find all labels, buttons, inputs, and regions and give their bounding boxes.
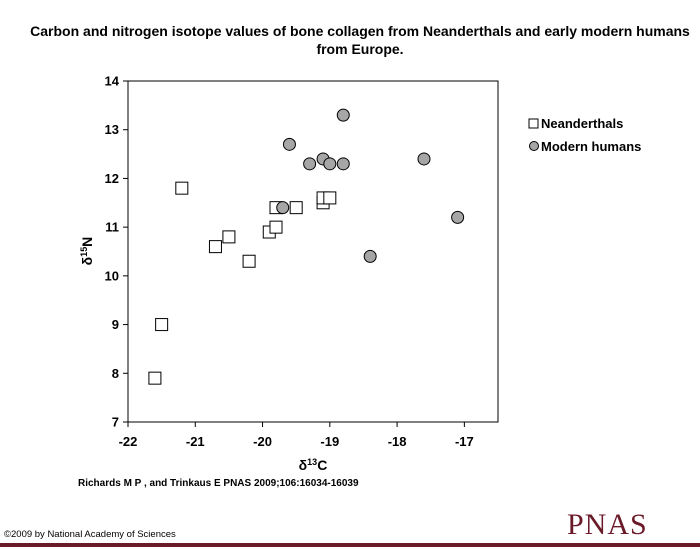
copyright: ©2009 by National Academy of Sciences <box>4 529 176 540</box>
point-neanderthals <box>269 220 283 234</box>
x-tick-label: -22 <box>119 434 138 449</box>
y-axis: 7 8 9 10 11 12 13 14 <box>105 74 128 430</box>
point-modern-humans <box>363 249 377 263</box>
x-axis: -22 -21 -20 -19 -18 -17 <box>119 422 474 449</box>
x-tick-label: -21 <box>186 434 205 449</box>
x-axis-title: δ13C <box>299 457 328 473</box>
point-neanderthals <box>323 191 337 205</box>
y-axis-title-rest: N <box>79 237 95 247</box>
y-tick-label: 8 <box>112 366 119 381</box>
legend-marker-modern-humans <box>529 141 539 151</box>
point-modern-humans <box>276 201 290 215</box>
legend-label-modern-humans: Modern humans <box>541 139 641 154</box>
point-neanderthals <box>242 254 256 268</box>
y-tick-label: 13 <box>105 122 119 137</box>
x-tick-label: -19 <box>320 434 339 449</box>
point-neanderthals <box>175 181 189 195</box>
x-axis-title-base: δ <box>299 457 308 473</box>
legend: Neanderthals Modern humans <box>528 116 641 154</box>
x-tick-label: -18 <box>388 434 407 449</box>
legend-marker-neanderthals <box>528 118 539 129</box>
y-axis-title-base: δ <box>79 257 95 266</box>
x-tick-label: -17 <box>455 434 474 449</box>
point-neanderthals <box>155 318 169 332</box>
point-modern-humans <box>417 152 431 166</box>
y-tick-label: 14 <box>105 74 120 89</box>
point-modern-humans <box>336 108 350 122</box>
point-neanderthals <box>208 240 222 254</box>
pnas-logo: PNAS <box>567 508 648 541</box>
x-tick-label: -20 <box>253 434 272 449</box>
x-axis-title-rest: C <box>317 457 327 473</box>
point-modern-humans <box>303 157 317 171</box>
citation: Richards M P , and Trinkaus E PNAS 2009;… <box>78 478 359 489</box>
chart-title: Carbon and nitrogen isotope values of bo… <box>30 23 690 57</box>
y-tick-label: 11 <box>105 220 119 235</box>
point-neanderthals <box>289 201 303 215</box>
point-neanderthals <box>222 230 236 244</box>
legend-label-neanderthals: Neanderthals <box>541 116 623 131</box>
y-axis-title-superscript: 15 <box>79 247 89 257</box>
point-neanderthals <box>148 371 162 385</box>
plot-area <box>127 80 499 423</box>
point-modern-humans <box>336 157 350 171</box>
y-tick-label: 7 <box>112 415 119 430</box>
x-axis-title-superscript: 13 <box>307 457 317 467</box>
y-tick-label: 9 <box>112 317 119 332</box>
y-tick-label: 10 <box>105 268 119 283</box>
footer-bar <box>0 543 700 547</box>
point-modern-humans <box>323 157 337 171</box>
point-modern-humans <box>282 137 296 151</box>
point-modern-humans <box>451 210 465 224</box>
y-axis-title: δ15N <box>79 237 95 266</box>
data-points <box>148 108 465 385</box>
y-tick-label: 12 <box>105 171 119 186</box>
